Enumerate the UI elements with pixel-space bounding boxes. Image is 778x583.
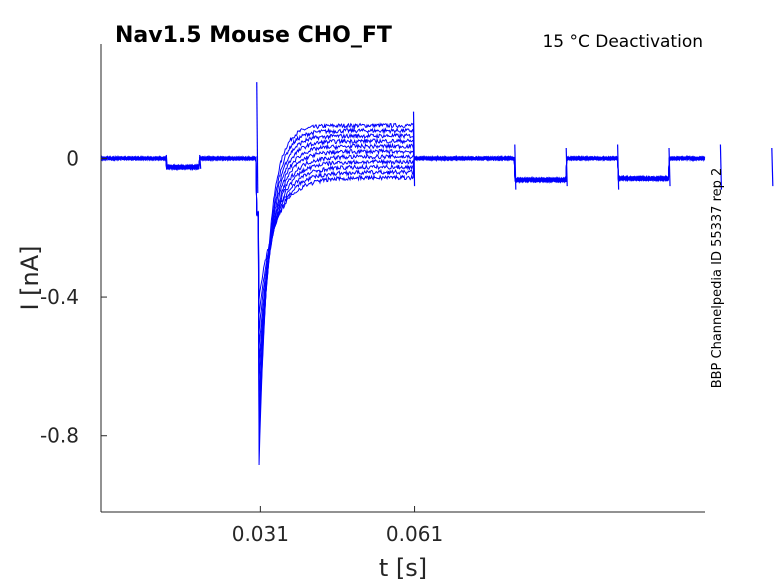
chart-title: Nav1.5 Mouse CHO_FT bbox=[115, 23, 392, 48]
y-tick-label: -0.8 bbox=[40, 424, 79, 448]
current-trace bbox=[100, 155, 705, 348]
capacitive-transient bbox=[617, 144, 620, 190]
current-trace bbox=[100, 122, 706, 465]
x-axis-label: t [s] bbox=[379, 554, 427, 582]
y-axis-ticks: 0 -0.4 -0.8 bbox=[40, 146, 107, 448]
current-trace bbox=[100, 155, 705, 333]
capacitive-transient bbox=[199, 154, 202, 169]
current-trace bbox=[100, 132, 705, 432]
capacitive-transient bbox=[719, 144, 723, 190]
current-traces bbox=[100, 82, 774, 465]
current-trace bbox=[100, 154, 705, 300]
plot-area: 0.031 0.061 0 -0.4 -0.8 bbox=[40, 44, 774, 546]
x-tick-label: 0.061 bbox=[386, 522, 443, 546]
current-trace bbox=[100, 153, 705, 364]
current-trace bbox=[100, 142, 706, 397]
y-tick-label: 0 bbox=[66, 146, 79, 170]
capacitive-transient bbox=[412, 111, 416, 187]
capacitive-transient bbox=[256, 82, 259, 194]
capacitive-transient bbox=[565, 147, 568, 187]
capacitive-transient bbox=[771, 147, 774, 187]
capacitive-transient bbox=[514, 144, 517, 190]
x-tick-label: 0.031 bbox=[232, 522, 289, 546]
chart-subtitle: 15 °C Deactivation bbox=[542, 32, 703, 52]
current-trace bbox=[100, 155, 706, 314]
y-axis-label: I [nA] bbox=[16, 245, 44, 310]
capacitive-transient bbox=[165, 154, 168, 169]
current-trace bbox=[100, 137, 706, 416]
capacitive-transient bbox=[668, 147, 671, 187]
source-note: BBP Channelpedia ID 55337 rep 2 bbox=[710, 168, 725, 389]
x-axis-ticks: 0.031 0.061 bbox=[232, 506, 443, 546]
y-tick-label: -0.4 bbox=[40, 285, 79, 309]
current-trace bbox=[100, 147, 706, 381]
